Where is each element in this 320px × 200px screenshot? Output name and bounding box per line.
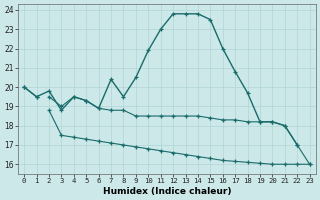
X-axis label: Humidex (Indice chaleur): Humidex (Indice chaleur) xyxy=(103,187,231,196)
